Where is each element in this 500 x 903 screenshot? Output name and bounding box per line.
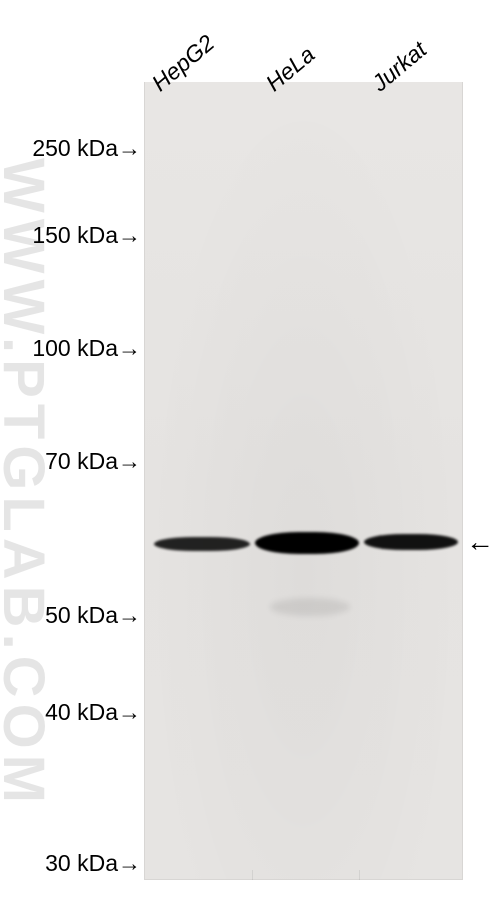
blot-background — [145, 82, 462, 879]
mw-marker: 150 kDa→ — [32, 222, 141, 249]
band-hepg2 — [154, 537, 250, 551]
band-hela — [255, 532, 359, 554]
blot-membrane — [144, 82, 463, 880]
blot-figure: WWW.PTGLAB.COM HepG2 HeLa Jurkat 250 kDa… — [0, 0, 500, 903]
mw-marker: 50 kDa→ — [45, 602, 141, 629]
mw-marker: 250 kDa→ — [32, 135, 141, 162]
band-jurkat — [364, 534, 458, 550]
target-band-arrow-icon: ← — [466, 528, 494, 556]
mw-marker: 40 kDa→ — [45, 699, 141, 726]
mw-marker: 70 kDa→ — [45, 448, 141, 475]
band-smudge — [270, 598, 350, 616]
lane-divider — [359, 870, 360, 880]
mw-marker: 100 kDa→ — [32, 335, 141, 362]
lane-divider — [252, 870, 253, 880]
mw-marker: 30 kDa→ — [45, 850, 141, 877]
